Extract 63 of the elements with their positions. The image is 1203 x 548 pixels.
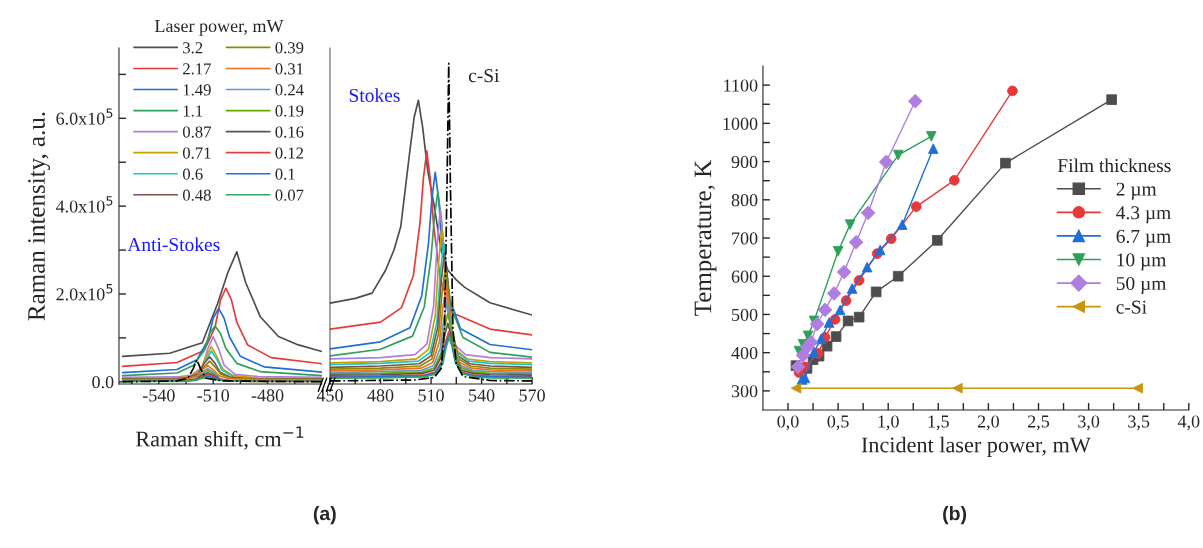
legend-label: 0.1	[275, 168, 295, 180]
legend-label: 1.49	[183, 84, 211, 96]
legend-title: Laser power, mW	[154, 20, 284, 36]
x-tick-label: 0,5	[827, 415, 849, 431]
x-tick-label: 510	[418, 389, 444, 402]
annotation: Anti-Stokes	[127, 237, 220, 252]
legend-title: Film thickness	[1057, 158, 1171, 173]
x-tick-label: 540	[469, 389, 495, 402]
x-tick-label: -540	[142, 389, 175, 402]
x-tick-label: -480	[251, 389, 284, 402]
legend-label: 6.7 µm	[1116, 229, 1171, 247]
x-tick-label: 1,5	[928, 415, 949, 431]
y-tick-label: 400	[731, 346, 758, 360]
legend-label: 4.3 µm	[1116, 206, 1171, 224]
legend-label: 0.12	[275, 147, 304, 159]
y-tick-label: 600	[731, 270, 758, 283]
y-axis-title: Raman intensity, a.u.	[28, 112, 51, 321]
legend-label: 0.24	[275, 84, 304, 96]
text: (a)	[313, 506, 336, 525]
y-axis-title: Temperature, K	[694, 160, 717, 316]
y-tick-label: 800	[731, 194, 758, 207]
x-tick-label: 450	[316, 389, 343, 402]
x-tick-label: 3,5	[1128, 415, 1150, 431]
y-tick-label: 700	[732, 232, 758, 245]
series-label: c-Si	[468, 69, 500, 83]
legend-label: 0.48	[182, 189, 211, 201]
x-tick-label: 0,0	[777, 415, 799, 431]
x-tick-label: 4,0	[1177, 415, 1200, 431]
legend-label: c-Si	[1116, 300, 1147, 314]
legend-label: 1.1	[183, 105, 203, 117]
y-tick-label: 900	[731, 155, 758, 169]
x-tick-label: 1,0	[878, 415, 899, 431]
x-tick-label: 480	[367, 389, 394, 402]
x-tick-label: -510	[197, 389, 230, 402]
y-tick-label: 0.0	[92, 376, 114, 389]
x-tick-label: 2,5	[1028, 415, 1050, 431]
y-tick-label: 1100	[724, 79, 758, 92]
x-tick-label: 3,0	[1078, 415, 1100, 431]
text: (b)	[943, 506, 967, 525]
legend-label: 0.71	[182, 147, 211, 159]
x-tick-label: 2,0	[977, 415, 999, 431]
legend-label: 2.17	[183, 63, 211, 75]
legend-label: 0.6	[182, 168, 203, 180]
legend-label: 0.39	[275, 42, 304, 54]
y-tick-label: 500	[732, 308, 758, 321]
legend-label: 10 µm	[1117, 253, 1167, 271]
legend-label: 2 µm	[1116, 182, 1157, 200]
y-tick-label: 1000	[723, 117, 758, 130]
x-axis-title: Incident laser power, mW	[861, 436, 1091, 457]
legend-label: 0.19	[275, 105, 304, 117]
legend-label: 0.87	[182, 126, 211, 138]
y-tick-label: 6.0x10$^{5}$	[56, 108, 113, 125]
y-tick-label: 2.0x10$^{5}$	[56, 284, 113, 301]
y-tick-label: 300	[731, 385, 758, 398]
x-axis-title: Raman shift, cm$^{−1}$	[135, 426, 304, 450]
legend-label: 50 µm	[1116, 276, 1167, 295]
x-tick-label: 570	[519, 389, 545, 402]
legend-label: 3.2	[183, 42, 203, 54]
annotation: Stokes	[349, 88, 400, 102]
legend-label: 0.07	[275, 189, 304, 201]
y-tick-label: 4.0x10$^{5}$	[55, 196, 113, 213]
legend-label: 0.31	[275, 63, 303, 75]
legend-label: 0.16	[275, 126, 304, 138]
